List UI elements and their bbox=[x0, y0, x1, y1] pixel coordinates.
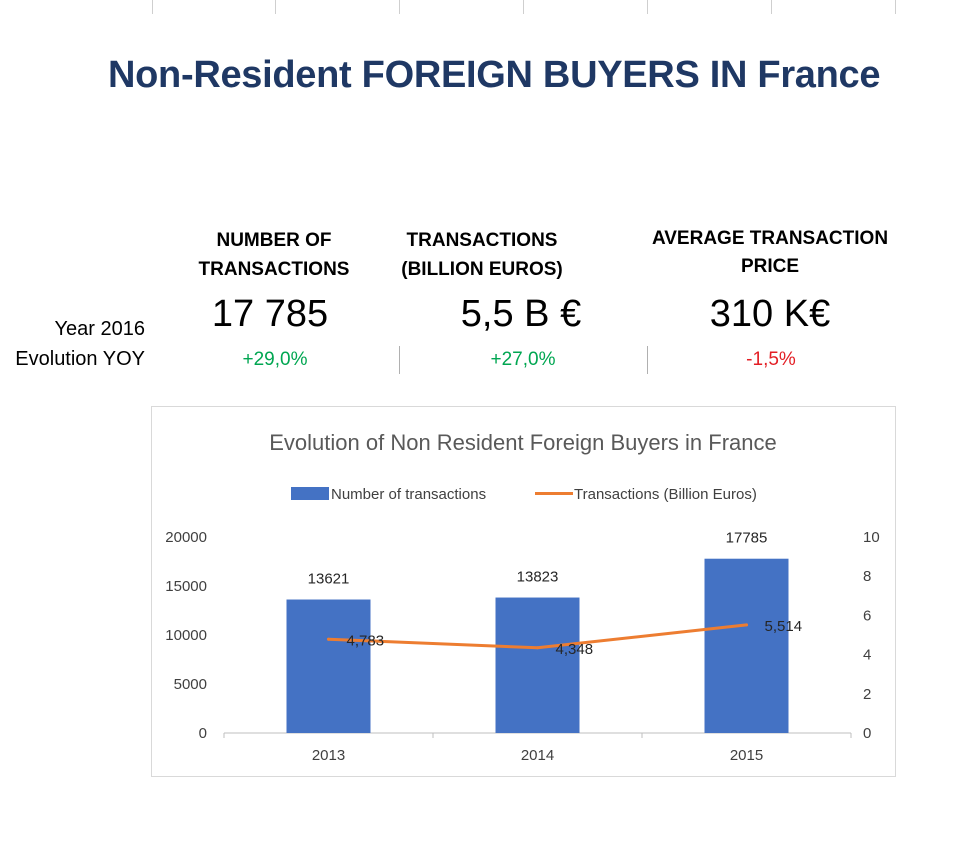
year-label: Year 2016 bbox=[54, 318, 145, 340]
y-left-tick-label: 0 bbox=[199, 725, 207, 742]
x-tick-label: 2014 bbox=[521, 747, 554, 764]
y-left-tick-label: 15000 bbox=[165, 578, 207, 595]
grid-line bbox=[771, 0, 772, 14]
line-data-label: 5,514 bbox=[765, 618, 803, 635]
bar bbox=[495, 597, 580, 733]
y-left-tick-label: 10000 bbox=[165, 627, 207, 644]
y-right-tick-label: 10 bbox=[863, 529, 880, 546]
separator bbox=[399, 346, 400, 374]
kpi-value-billion-euros: 5,5 B € bbox=[460, 293, 582, 335]
y-right-tick-label: 4 bbox=[863, 647, 871, 664]
kpi-heading-billion-euros: TRANSACTIONS (BILLION EUROS) bbox=[401, 230, 563, 280]
grid-line bbox=[523, 0, 524, 14]
legend-swatch-bar bbox=[291, 487, 329, 500]
x-tick-label: 2015 bbox=[730, 747, 763, 764]
chart-container: Evolution of Non Resident Foreign Buyers… bbox=[151, 406, 896, 777]
grid-line bbox=[647, 0, 648, 14]
line-point bbox=[745, 623, 748, 627]
bar-data-label: 13621 bbox=[308, 571, 350, 588]
line-point bbox=[327, 637, 330, 641]
y-left-tick-label: 20000 bbox=[165, 529, 207, 546]
bar bbox=[286, 599, 371, 733]
combo-chart: Evolution of Non Resident Foreign Buyers… bbox=[165, 430, 880, 764]
legend-label-bar: Number of transactions bbox=[331, 486, 486, 503]
bar-data-label: 17785 bbox=[726, 530, 768, 547]
page-title: Non-Resident FOREIGN BUYERS IN France bbox=[108, 54, 881, 96]
line-data-label: 4,348 bbox=[556, 641, 594, 658]
grid-line bbox=[275, 0, 276, 14]
kpi-evolution-average-price: -1,5% bbox=[746, 349, 796, 370]
separator bbox=[647, 346, 648, 374]
y-right-tick-label: 6 bbox=[863, 607, 871, 624]
grid-line bbox=[399, 0, 400, 14]
line-data-label: 4,783 bbox=[347, 632, 385, 649]
kpi-evolution-billion-euros: +27,0% bbox=[490, 349, 556, 370]
y-left-tick-label: 5000 bbox=[174, 676, 207, 693]
grid-line bbox=[152, 0, 153, 14]
chart-title: Evolution of Non Resident Foreign Buyers… bbox=[269, 430, 776, 455]
kpi-heading-transactions: NUMBER OF TRANSACTIONS bbox=[198, 230, 350, 280]
kpi-value-transactions: 17 785 bbox=[211, 293, 329, 335]
y-right-tick-label: 2 bbox=[863, 686, 871, 703]
y-right-tick-label: 0 bbox=[863, 725, 871, 742]
bar bbox=[704, 558, 789, 733]
legend-label-line: Transactions (Billion Euros) bbox=[574, 486, 757, 503]
y-right-tick-label: 8 bbox=[863, 568, 871, 585]
kpi-evolution-transactions: +29,0% bbox=[242, 349, 308, 370]
evolution-label: Evolution YOY bbox=[15, 348, 145, 370]
x-tick-label: 2013 bbox=[312, 747, 345, 764]
line-point bbox=[536, 646, 539, 650]
bar-data-label: 13823 bbox=[517, 569, 559, 586]
kpi-value-average-price: 310 K€ bbox=[709, 293, 831, 335]
grid-line bbox=[895, 0, 896, 14]
kpi-heading-average-price: AVERAGE TRANSACTION PRICE bbox=[651, 228, 889, 277]
